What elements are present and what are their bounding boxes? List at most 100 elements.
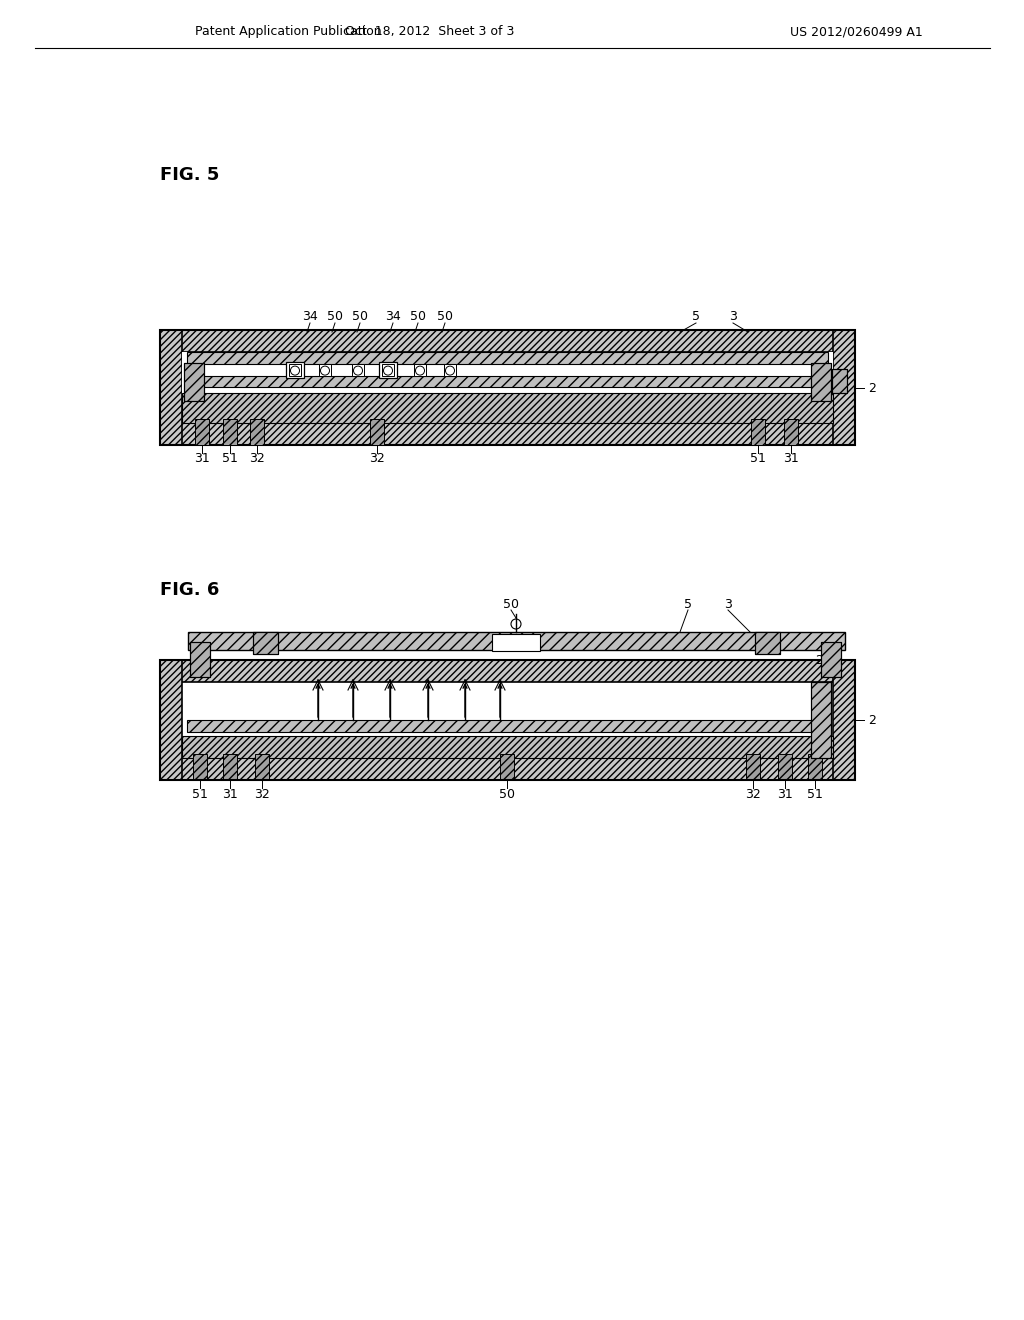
Text: 51: 51 xyxy=(193,788,208,800)
Text: 50: 50 xyxy=(352,310,368,323)
Text: Oct. 18, 2012  Sheet 3 of 3: Oct. 18, 2012 Sheet 3 of 3 xyxy=(345,25,515,38)
Bar xyxy=(187,719,828,733)
Bar xyxy=(289,364,301,376)
Bar xyxy=(444,364,456,376)
Text: FIG. 6: FIG. 6 xyxy=(160,581,219,599)
Bar xyxy=(193,376,823,387)
Text: 32: 32 xyxy=(745,788,761,800)
Bar xyxy=(253,632,278,653)
Bar xyxy=(255,754,269,780)
Bar xyxy=(160,758,855,780)
Bar xyxy=(193,754,207,780)
Text: 2: 2 xyxy=(868,381,876,395)
Text: 22: 22 xyxy=(813,378,828,391)
Bar xyxy=(778,754,792,780)
Text: 34: 34 xyxy=(513,636,528,649)
Text: 41: 41 xyxy=(834,376,849,389)
Circle shape xyxy=(416,366,425,375)
Text: 51: 51 xyxy=(750,453,766,466)
Bar xyxy=(184,363,204,401)
Bar xyxy=(370,418,384,445)
Bar xyxy=(821,642,841,677)
Bar xyxy=(184,363,204,401)
Bar xyxy=(195,418,209,445)
Text: 22: 22 xyxy=(815,653,830,667)
Bar xyxy=(190,642,210,677)
Bar xyxy=(160,422,855,445)
Circle shape xyxy=(384,366,392,375)
Text: US 2012/0260499 A1: US 2012/0260499 A1 xyxy=(790,25,923,38)
Text: 32: 32 xyxy=(249,453,265,466)
Bar xyxy=(831,370,847,393)
Text: FIG. 5: FIG. 5 xyxy=(160,166,219,183)
Text: 31: 31 xyxy=(195,453,210,466)
Bar xyxy=(182,393,833,422)
Bar xyxy=(811,363,831,401)
Circle shape xyxy=(353,366,362,375)
Text: 31: 31 xyxy=(783,453,799,466)
Bar xyxy=(160,330,182,445)
Bar xyxy=(352,364,364,376)
Bar xyxy=(182,737,833,758)
Bar xyxy=(746,754,760,780)
Bar xyxy=(286,362,304,378)
Bar xyxy=(784,418,798,445)
Text: 3: 3 xyxy=(729,310,737,323)
Text: 5: 5 xyxy=(684,598,692,611)
Text: 40: 40 xyxy=(258,636,274,649)
Bar xyxy=(253,632,278,653)
Text: 34: 34 xyxy=(302,310,317,323)
Circle shape xyxy=(321,366,330,375)
Circle shape xyxy=(445,366,455,375)
Bar xyxy=(808,754,822,780)
Bar xyxy=(182,352,833,422)
Text: 41: 41 xyxy=(813,714,828,726)
Bar xyxy=(414,364,426,376)
Text: 3: 3 xyxy=(724,598,732,611)
Text: 50: 50 xyxy=(410,310,426,323)
Bar xyxy=(833,660,855,780)
Text: 31: 31 xyxy=(222,788,238,800)
Bar xyxy=(833,330,855,445)
Text: 34: 34 xyxy=(385,310,400,323)
Text: 51: 51 xyxy=(807,788,823,800)
Bar xyxy=(811,682,831,758)
Bar xyxy=(500,754,514,780)
Bar xyxy=(160,330,855,445)
Bar xyxy=(223,754,237,780)
Text: 40: 40 xyxy=(785,636,801,649)
Circle shape xyxy=(291,366,299,375)
Text: 51: 51 xyxy=(222,453,238,466)
Text: 22: 22 xyxy=(186,378,202,391)
Text: 2: 2 xyxy=(868,714,876,726)
Bar xyxy=(160,330,855,352)
Text: 22: 22 xyxy=(194,653,209,667)
Bar xyxy=(190,642,210,677)
Bar xyxy=(188,632,845,649)
Text: 50: 50 xyxy=(499,788,515,800)
Text: 32: 32 xyxy=(369,453,385,466)
Text: 31: 31 xyxy=(777,788,793,800)
Bar xyxy=(755,632,780,653)
Circle shape xyxy=(511,619,521,630)
Bar xyxy=(379,362,397,378)
Text: Patent Application Publication: Patent Application Publication xyxy=(195,25,382,38)
Bar xyxy=(319,364,331,376)
Text: 50: 50 xyxy=(503,598,519,611)
Text: 50: 50 xyxy=(437,310,453,323)
Bar xyxy=(160,660,855,682)
Bar xyxy=(751,418,765,445)
Bar xyxy=(831,370,847,393)
Text: 50: 50 xyxy=(327,310,343,323)
Bar xyxy=(160,660,182,780)
Bar xyxy=(160,660,855,780)
Bar xyxy=(250,418,264,445)
Bar xyxy=(382,364,394,376)
Bar xyxy=(811,363,831,401)
Text: 32: 32 xyxy=(254,788,270,800)
Text: 5: 5 xyxy=(692,310,700,323)
Bar xyxy=(187,352,828,364)
Bar xyxy=(492,634,540,651)
Bar xyxy=(755,632,780,653)
Bar xyxy=(821,642,841,677)
